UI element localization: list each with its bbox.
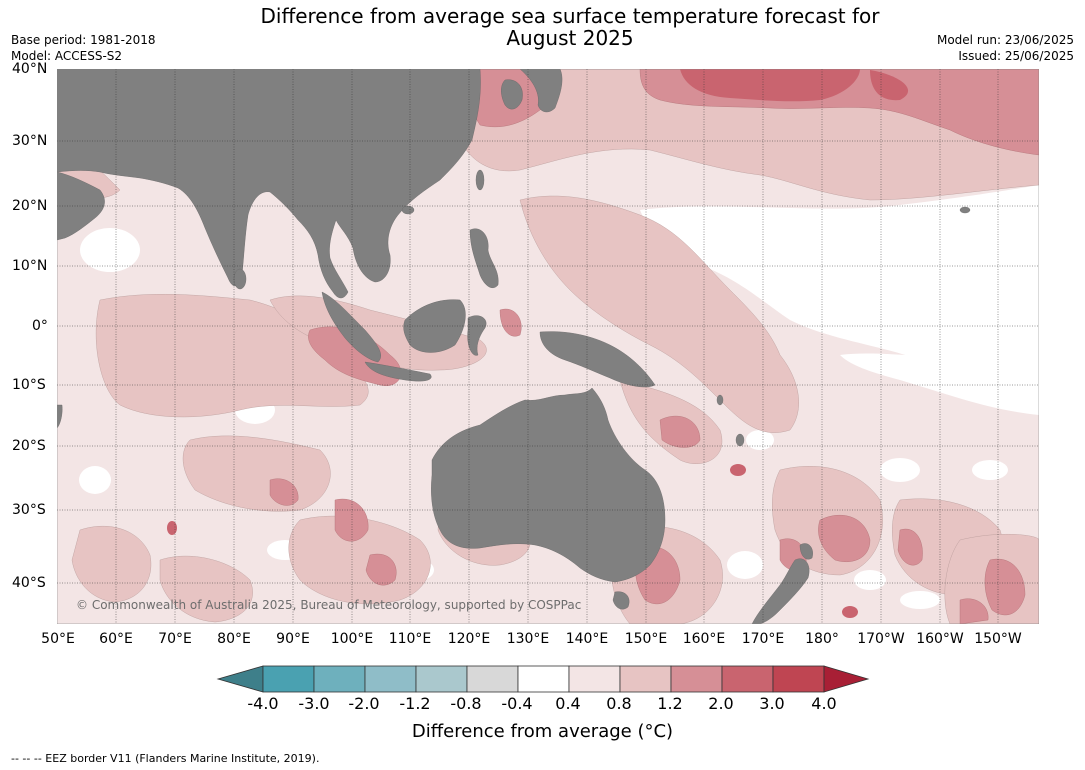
colorbar-bin (313, 665, 366, 693)
colorbar-tick: 0.4 (555, 694, 581, 713)
issue-info: Model run: 23/06/2025 Issued: 25/06/2025 (937, 32, 1074, 64)
lon-label: 170°E (741, 631, 785, 647)
base-period: Base period: 1981-2018 (11, 33, 156, 47)
colorbar-tick: 0.8 (606, 694, 632, 713)
colorbar-tick: -4.0 (247, 694, 279, 713)
colorbar-bin (415, 665, 468, 693)
lat-label: 10°N (12, 258, 48, 274)
near-normal-areas (79, 185, 1039, 609)
lat-label: 40°S (12, 575, 46, 591)
lon-label: 120°E (447, 631, 491, 647)
colorbar-bin (364, 665, 417, 693)
lon-label: 50°E (41, 631, 75, 647)
copyright-notice: © Commonwealth of Australia 2025, Bureau… (76, 598, 582, 612)
lon-label: 160°E (682, 631, 726, 647)
lat-label: 40°N (12, 61, 48, 77)
lon-label: 160°W (916, 631, 964, 647)
lat-label: 0° (32, 318, 48, 334)
colorbar-tick: 3.0 (759, 694, 785, 713)
lon-label: 150°E (624, 631, 668, 647)
colorbar-tick: -3.0 (298, 694, 330, 713)
colorbar-bin (466, 665, 519, 693)
lon-label: 60°E (99, 631, 133, 647)
colorbar-tick: -2.0 (348, 694, 380, 713)
lon-label: 130°E (506, 631, 550, 647)
lat-label: 30°N (12, 133, 48, 149)
colorbar-below-arrow (216, 665, 264, 693)
colorbar-bin (517, 665, 570, 693)
colorbar-bins (262, 665, 825, 693)
colorbar-bin (772, 665, 825, 693)
lon-label: 140°E (565, 631, 609, 647)
lon-label: 150°W (974, 631, 1022, 647)
eez-footnote: -- -- -- EEZ border V11 (Flanders Marine… (11, 752, 320, 765)
colorbar-label: Difference from average (°C) (411, 721, 674, 742)
colorbar-tick: -1.2 (399, 694, 431, 713)
lon-label: 90°E (276, 631, 310, 647)
title-line-2: August 2025 (506, 26, 634, 50)
lon-label: 80°E (217, 631, 251, 647)
lon-label: 70°E (158, 631, 192, 647)
lat-label: 20°S (12, 438, 46, 454)
model-name: Model: ACCESS-S2 (11, 49, 123, 63)
land-masses (57, 69, 971, 624)
title-line-1: Difference from average sea surface temp… (260, 4, 880, 28)
colorbar-bin (721, 665, 774, 693)
lon-label: 110°E (388, 631, 432, 647)
colorbar-tick: 4.0 (811, 694, 837, 713)
map-title: Difference from average sea surface temp… (220, 5, 920, 49)
model-info: Base period: 1981-2018 Model: ACCESS-S2 (11, 32, 156, 64)
lon-label: 100°E (330, 631, 374, 647)
map-panel (57, 69, 1039, 624)
colorbar-bin (262, 665, 315, 693)
colorbar-tick: 2.0 (708, 694, 734, 713)
graticule (57, 69, 1039, 624)
lon-label: 170°W (857, 631, 905, 647)
colorbar-bin (670, 665, 723, 693)
issued-date: Issued: 25/06/2025 (958, 49, 1074, 63)
colorbar-tick: -0.4 (501, 694, 533, 713)
colorbar-above-arrow (823, 665, 870, 693)
lat-label: 30°S (12, 502, 46, 518)
model-run-date: Model run: 23/06/2025 (936, 33, 1074, 47)
colorbar (216, 665, 870, 693)
colorbar-tick: -0.8 (450, 694, 482, 713)
colorbar-bin (568, 665, 621, 693)
colorbar-tick: 1.2 (657, 694, 683, 713)
lat-label: 20°N (12, 198, 48, 214)
anomaly-band-2.0-3.0 (167, 69, 909, 618)
lon-label: 180° (805, 631, 839, 647)
colorbar-bin (619, 665, 672, 693)
lat-label: 10°S (12, 377, 46, 393)
